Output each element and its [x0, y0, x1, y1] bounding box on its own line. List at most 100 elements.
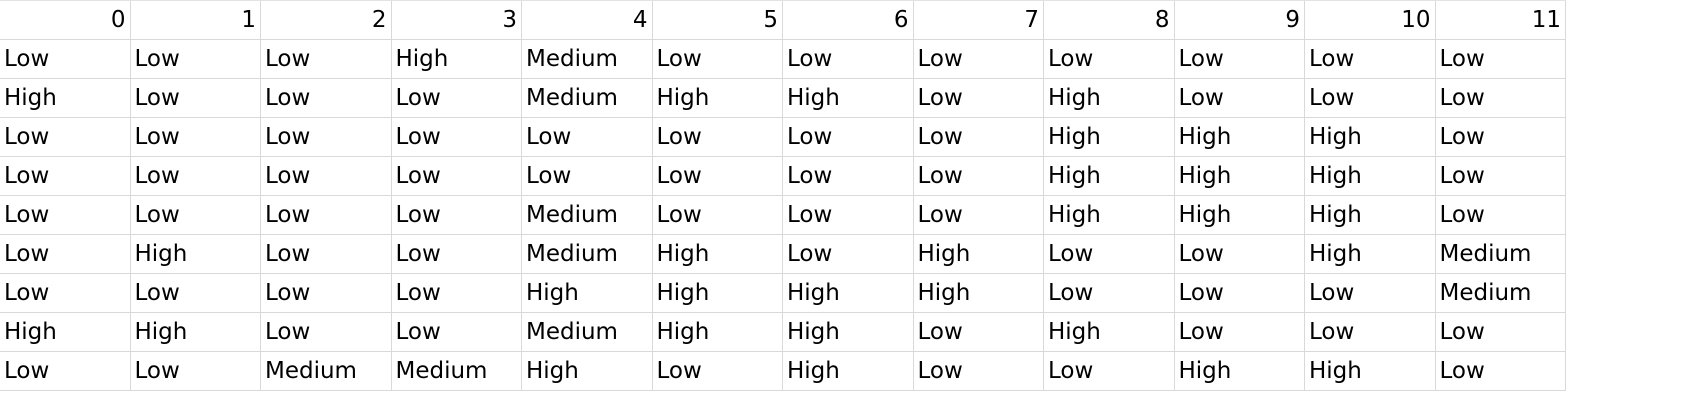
table-cell[interactable]: High	[913, 274, 1044, 313]
table-cell[interactable]: Low	[1044, 352, 1175, 391]
table-cell[interactable]: Low	[1174, 274, 1305, 313]
table-cell[interactable]: High	[130, 313, 261, 352]
table-cell[interactable]: Low	[391, 235, 522, 274]
table-cell[interactable]: High	[783, 313, 914, 352]
table-cell[interactable]: Low	[391, 118, 522, 157]
table-cell[interactable]: High	[652, 235, 783, 274]
table-cell[interactable]: Low	[652, 157, 783, 196]
table-cell[interactable]: Low	[261, 157, 392, 196]
table-cell[interactable]: Low	[261, 235, 392, 274]
table-cell[interactable]: Low	[1305, 79, 1436, 118]
table-cell[interactable]: Low	[1435, 157, 1566, 196]
table-cell[interactable]: High	[1044, 79, 1175, 118]
table-cell[interactable]: Low	[261, 79, 392, 118]
table-cell[interactable]: Low	[0, 118, 131, 157]
table-cell[interactable]: Low	[913, 79, 1044, 118]
table-cell[interactable]: Low	[391, 313, 522, 352]
table-cell[interactable]: Low	[1435, 79, 1566, 118]
table-cell[interactable]: Low	[652, 352, 783, 391]
column-header-5[interactable]: 5	[652, 1, 783, 40]
table-cell[interactable]: Medium	[522, 235, 653, 274]
table-cell[interactable]: High	[1174, 196, 1305, 235]
table-cell[interactable]: Low	[913, 40, 1044, 79]
table-cell[interactable]: High	[130, 235, 261, 274]
table-cell[interactable]: Low	[1174, 235, 1305, 274]
table-cell[interactable]: Low	[261, 274, 392, 313]
table-cell[interactable]: High	[1305, 352, 1436, 391]
column-header-6[interactable]: 6	[783, 1, 914, 40]
table-cell[interactable]: Low	[130, 352, 261, 391]
table-cell[interactable]: Low	[1435, 40, 1566, 79]
table-cell[interactable]: Low	[261, 118, 392, 157]
table-cell[interactable]: Medium	[522, 196, 653, 235]
table-cell[interactable]: Medium	[391, 352, 522, 391]
table-cell[interactable]: High	[913, 235, 1044, 274]
table-cell[interactable]: Low	[1435, 313, 1566, 352]
table-cell[interactable]: Medium	[522, 40, 653, 79]
column-header-0[interactable]: 0	[0, 1, 131, 40]
table-cell[interactable]: Low	[391, 196, 522, 235]
table-cell[interactable]: Low	[522, 118, 653, 157]
table-cell[interactable]: High	[391, 40, 522, 79]
table-cell[interactable]: Low	[783, 157, 914, 196]
table-cell[interactable]: High	[783, 274, 914, 313]
table-cell[interactable]: Low	[783, 196, 914, 235]
table-cell[interactable]: Low	[130, 79, 261, 118]
table-cell[interactable]: High	[1305, 118, 1436, 157]
table-cell[interactable]: High	[522, 352, 653, 391]
table-cell[interactable]: Low	[652, 118, 783, 157]
table-cell[interactable]: High	[652, 79, 783, 118]
table-cell[interactable]: Low	[1044, 235, 1175, 274]
table-cell[interactable]: Low	[261, 313, 392, 352]
table-cell[interactable]: Low	[783, 40, 914, 79]
table-cell[interactable]: Low	[522, 157, 653, 196]
table-cell[interactable]: Low	[130, 118, 261, 157]
column-header-2[interactable]: 2	[261, 1, 392, 40]
table-cell[interactable]: Low	[783, 118, 914, 157]
table-cell[interactable]: High	[1305, 235, 1436, 274]
table-cell[interactable]: Low	[1044, 40, 1175, 79]
table-cell[interactable]: High	[1044, 157, 1175, 196]
table-cell[interactable]: Low	[130, 196, 261, 235]
table-cell[interactable]: High	[783, 79, 914, 118]
table-cell[interactable]: Low	[1174, 79, 1305, 118]
table-cell[interactable]: Low	[130, 274, 261, 313]
table-cell[interactable]: Low	[391, 274, 522, 313]
table-cell[interactable]: Low	[1435, 196, 1566, 235]
table-cell[interactable]: Low	[1305, 274, 1436, 313]
table-cell[interactable]: Low	[0, 157, 131, 196]
column-header-10[interactable]: 10	[1305, 1, 1436, 40]
table-cell[interactable]: Low	[0, 274, 131, 313]
table-cell[interactable]: Medium	[261, 352, 392, 391]
table-cell[interactable]: Low	[0, 196, 131, 235]
column-header-11[interactable]: 11	[1435, 1, 1566, 40]
column-header-4[interactable]: 4	[522, 1, 653, 40]
table-cell[interactable]: High	[652, 274, 783, 313]
table-cell[interactable]: High	[0, 313, 131, 352]
table-cell[interactable]: Low	[1174, 313, 1305, 352]
table-cell[interactable]: High	[1044, 118, 1175, 157]
table-cell[interactable]: Low	[1044, 274, 1175, 313]
table-cell[interactable]: Low	[913, 118, 1044, 157]
table-cell[interactable]: Low	[1305, 313, 1436, 352]
table-cell[interactable]: Low	[652, 40, 783, 79]
column-header-8[interactable]: 8	[1044, 1, 1175, 40]
table-cell[interactable]: Medium	[522, 79, 653, 118]
column-header-1[interactable]: 1	[130, 1, 261, 40]
table-cell[interactable]: Low	[1435, 118, 1566, 157]
table-cell[interactable]: High	[1174, 157, 1305, 196]
table-cell[interactable]: Low	[783, 235, 914, 274]
table-cell[interactable]: Low	[130, 40, 261, 79]
table-cell[interactable]: Medium	[1435, 274, 1566, 313]
table-cell[interactable]: Low	[652, 196, 783, 235]
table-cell[interactable]: High	[1305, 196, 1436, 235]
column-header-3[interactable]: 3	[391, 1, 522, 40]
table-cell[interactable]: Low	[130, 157, 261, 196]
table-cell[interactable]: Low	[1435, 352, 1566, 391]
table-cell[interactable]: High	[783, 352, 914, 391]
table-cell[interactable]: High	[652, 313, 783, 352]
table-cell[interactable]: Low	[1174, 40, 1305, 79]
table-cell[interactable]: Low	[913, 196, 1044, 235]
column-header-9[interactable]: 9	[1174, 1, 1305, 40]
table-cell[interactable]: High	[1044, 313, 1175, 352]
